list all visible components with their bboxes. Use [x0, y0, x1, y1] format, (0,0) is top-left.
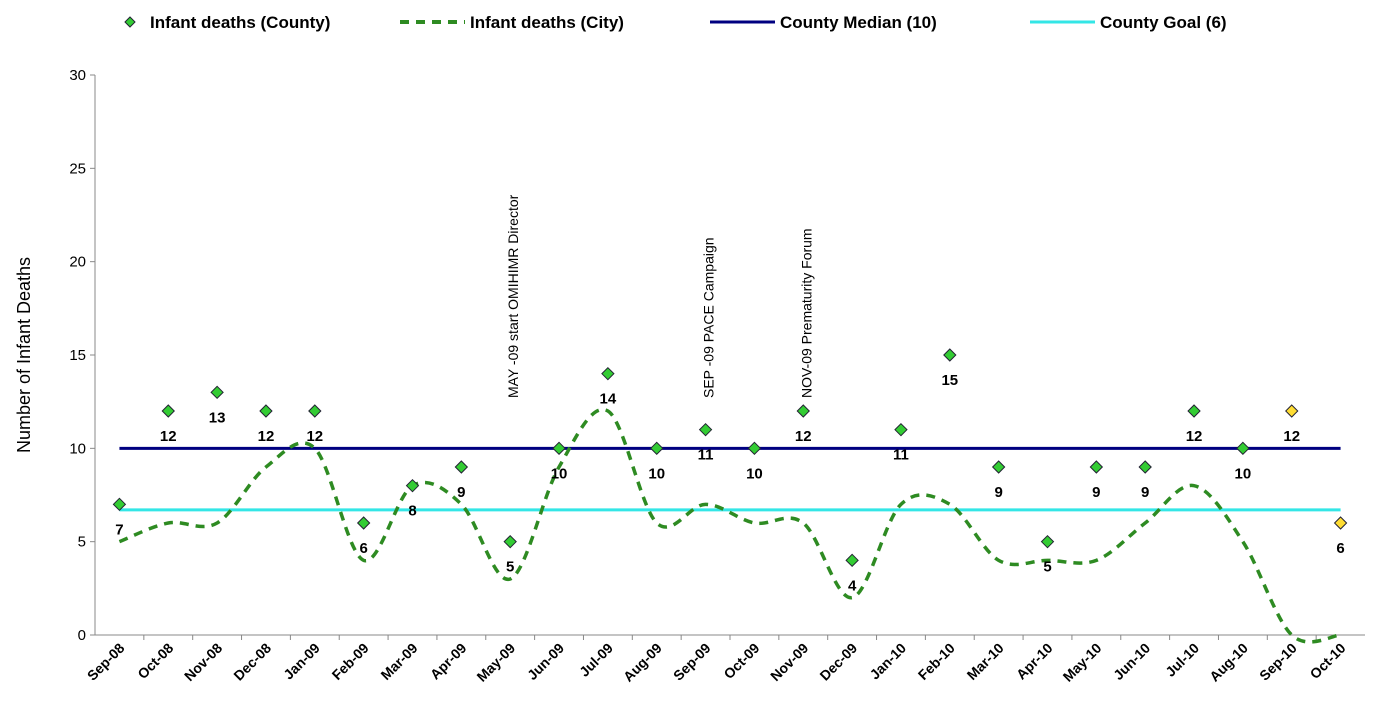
data-point	[601, 366, 615, 381]
data-point	[943, 348, 957, 362]
data-point	[1285, 404, 1299, 418]
y-tick-label: 5	[78, 534, 86, 551]
x-tick-label: Jul-10	[1162, 640, 1202, 680]
legend-label: Infant deaths (City)	[470, 13, 624, 32]
x-tick-label: Mar-10	[964, 640, 1007, 683]
y-tick-label: 30	[69, 67, 86, 84]
x-tick-label: Dec-09	[816, 640, 860, 684]
data-label: 9	[1092, 484, 1100, 501]
x-tick-label: Oct-09	[720, 640, 762, 682]
data-label: 8	[408, 503, 416, 520]
data-label: 10	[551, 465, 568, 482]
x-tick-label: Nov-08	[181, 640, 225, 684]
x-tick-label: Dec-08	[230, 640, 274, 684]
x-tick-label: Nov-09	[767, 640, 811, 684]
data-label: 12	[1283, 428, 1300, 445]
data-label: 6	[359, 540, 367, 557]
x-tick-label: Feb-09	[329, 640, 372, 683]
data-point	[405, 478, 420, 493]
data-label: 12	[795, 428, 812, 445]
x-tick-label: Mar-09	[377, 640, 420, 683]
x-tick-label: May-09	[473, 640, 518, 685]
y-axis-label: Number of Infant Deaths	[14, 257, 34, 453]
data-point	[308, 404, 322, 418]
data-point	[259, 404, 273, 418]
annotation: MAY -09 start OMIHIMR Director	[505, 194, 521, 398]
data-point	[1187, 404, 1201, 418]
data-label: 13	[209, 409, 226, 426]
data-label: 7	[115, 521, 123, 538]
x-tick-label: Jan-10	[866, 640, 909, 683]
x-tick-label: Aug-10	[1206, 640, 1251, 685]
data-point	[454, 460, 469, 474]
data-label: 5	[1043, 559, 1051, 576]
y-tick-label: 0	[78, 627, 86, 644]
city-line	[118, 407, 1341, 644]
data-label: 12	[160, 428, 177, 445]
data-point	[112, 497, 127, 512]
data-label: 12	[1186, 428, 1203, 445]
y-tick-label: 15	[69, 347, 86, 364]
x-tick-label: Jul-09	[576, 640, 616, 680]
x-tick-label: Sep-09	[670, 640, 714, 684]
legend-label: Infant deaths (County)	[150, 13, 330, 32]
y-tick-label: 10	[69, 440, 86, 457]
annotation: NOV-09 Prematurity Forum	[798, 228, 814, 398]
x-tick-label: Jun-10	[1110, 640, 1153, 683]
data-point	[991, 460, 1006, 474]
x-tick-label: Jun-09	[524, 640, 567, 683]
data-point	[1089, 460, 1104, 474]
data-label: 10	[746, 465, 763, 482]
x-tick-label: Apr-10	[1013, 640, 1056, 683]
data-point	[796, 404, 810, 418]
data-label: 10	[1235, 465, 1252, 482]
data-point	[552, 441, 566, 456]
data-label: 5	[506, 559, 514, 576]
data-point	[161, 404, 175, 418]
data-point	[503, 534, 517, 549]
data-label: 12	[306, 428, 323, 445]
legend-marker	[124, 16, 136, 28]
y-tick-label: 20	[69, 254, 86, 271]
data-label: 12	[258, 428, 275, 445]
data-point	[845, 553, 859, 568]
data-label: 4	[848, 577, 857, 594]
x-tick-label: Oct-10	[1307, 640, 1349, 682]
y-tick-label: 25	[69, 160, 86, 177]
x-tick-label: Sep-10	[1256, 640, 1300, 684]
legend-label: County Goal (6)	[1100, 13, 1227, 32]
data-label: 10	[648, 465, 665, 482]
data-point	[894, 422, 908, 437]
data-point	[210, 385, 224, 400]
annotation: SEP -09 PACE Campaign	[701, 237, 717, 398]
x-tick-label: Oct-08	[134, 640, 176, 682]
data-point	[356, 516, 371, 530]
data-label: 11	[698, 447, 714, 464]
data-label: 9	[994, 484, 1002, 501]
x-tick-label: Jan-09	[280, 640, 323, 683]
data-point	[1040, 534, 1055, 549]
x-tick-label: Sep-08	[84, 640, 128, 684]
x-tick-label: Aug-09	[620, 640, 665, 685]
legend-label: County Median (10)	[780, 13, 937, 32]
data-point	[698, 422, 713, 437]
data-label: 11	[893, 447, 909, 464]
data-label: 14	[600, 391, 617, 408]
data-label: 15	[941, 372, 958, 389]
data-point	[650, 441, 664, 456]
data-point	[747, 441, 762, 456]
data-label: 9	[457, 484, 465, 501]
data-point	[1236, 441, 1250, 456]
data-label: 6	[1336, 540, 1344, 557]
data-label: 9	[1141, 484, 1149, 501]
data-point	[1138, 460, 1152, 474]
data-point	[1333, 516, 1348, 530]
x-tick-label: Apr-09	[427, 640, 470, 683]
x-tick-label: Feb-10	[915, 640, 958, 683]
x-tick-label: May-10	[1060, 640, 1105, 685]
